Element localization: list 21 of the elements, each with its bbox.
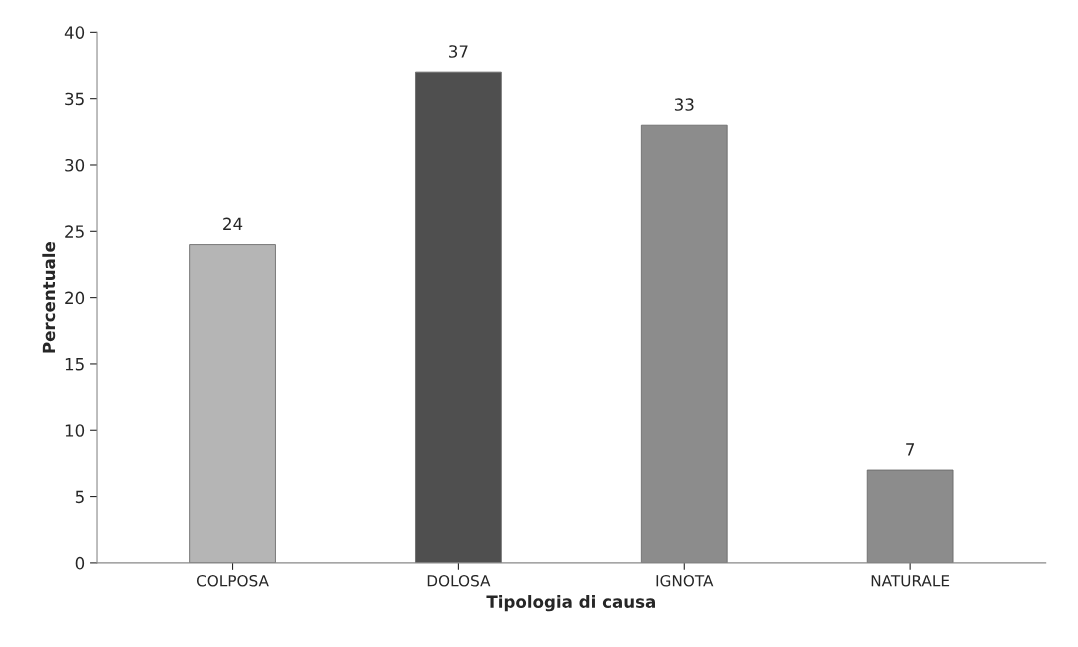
y-tick-label: 25 — [65, 225, 84, 238]
x-tick-label: DOLOSA — [427, 574, 491, 587]
y-axis-title: Percentuale — [42, 241, 56, 353]
y-tick-label: 15 — [65, 358, 84, 371]
y-tick-label: 35 — [65, 92, 84, 106]
y-tick-label: 5 — [75, 490, 84, 504]
x-tick-label: IGNOTA — [656, 574, 714, 587]
y-tick-label: 10 — [65, 424, 85, 437]
y-tick-label: 0 — [75, 556, 85, 570]
data-label: 7 — [906, 443, 915, 456]
y-tick-label: 20 — [65, 291, 85, 305]
y-tick-label: 40 — [64, 26, 85, 39]
data-label: 24 — [223, 217, 243, 230]
x-axis-title: Tipologia di causa — [486, 595, 655, 612]
x-tick-label: COLPOSA — [196, 574, 269, 587]
x-tick-label: NATURALE — [871, 575, 950, 587]
y-tick-label: 30 — [65, 158, 85, 172]
data-label: 37 — [449, 45, 468, 58]
data-label: 33 — [674, 98, 694, 111]
bar — [189, 244, 276, 563]
bar — [415, 71, 502, 563]
